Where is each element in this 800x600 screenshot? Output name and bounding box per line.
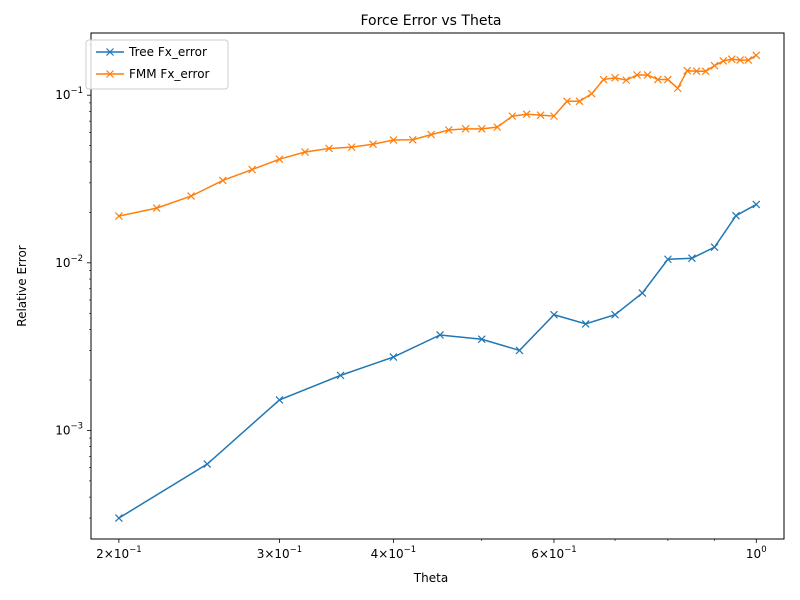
data-point <box>187 192 196 201</box>
data-point <box>275 155 284 164</box>
data-point <box>736 56 745 65</box>
data-point <box>710 243 719 252</box>
x-tick-label-base: 4×10 <box>371 547 404 561</box>
x-tick-label-base: 3×10 <box>257 547 290 561</box>
data-point <box>719 57 728 65</box>
y-tick-label-exponent: −3 <box>70 421 83 431</box>
legend-label: Tree Fx_error <box>128 45 207 59</box>
x-tick-label: 4×10−1 <box>371 545 417 561</box>
data-point <box>643 71 652 79</box>
x-axis: 2×10−1 3×10−1 4×10−1 6×10−1 100 <box>96 539 767 561</box>
data-point <box>522 110 531 119</box>
data-point <box>752 200 761 209</box>
data-point <box>152 204 161 213</box>
series-fmm <box>114 51 761 221</box>
x-tick-label-exponent: −1 <box>290 545 303 555</box>
x-tick-label: 100 <box>746 545 767 561</box>
data-point <box>744 56 753 65</box>
data-point <box>727 55 736 64</box>
data-point <box>633 71 641 79</box>
x-tick-label-base: 6×10 <box>531 547 564 561</box>
x-tick-label: 2×10−1 <box>96 545 142 561</box>
data-point <box>563 97 571 106</box>
data-point <box>389 353 398 361</box>
y-tick-label-exponent: −2 <box>70 254 83 264</box>
data-point <box>599 75 608 84</box>
data-point <box>638 289 647 297</box>
data-point <box>203 460 212 468</box>
data-point <box>248 165 257 174</box>
data-point <box>114 212 123 221</box>
data-point <box>301 148 309 156</box>
data-point <box>611 310 619 319</box>
data-point <box>687 254 696 263</box>
chart-title: Force Error vs Theta <box>360 13 501 29</box>
data-point <box>275 396 284 404</box>
x-tick-label-exponent: −1 <box>129 545 142 555</box>
data-point <box>692 67 701 76</box>
data-point <box>369 140 378 149</box>
data-point <box>587 89 596 98</box>
data-point <box>477 124 486 133</box>
x-tick-label-base: 2×10 <box>96 547 129 561</box>
data-point <box>461 124 470 133</box>
x-tick-label-exponent: −1 <box>564 545 577 555</box>
data-point <box>114 514 123 522</box>
data-point <box>732 211 740 220</box>
legend-marker <box>106 70 114 78</box>
data-point <box>622 76 631 85</box>
y-tick-label-exponent: −1 <box>70 86 83 96</box>
data-point <box>408 135 417 144</box>
x-tick-label-exponent: −1 <box>404 545 417 555</box>
data-point <box>325 144 333 153</box>
data-point <box>575 97 584 106</box>
data-point <box>663 75 672 84</box>
data-point <box>389 136 398 144</box>
x-tick-label: 6×10−1 <box>531 545 577 561</box>
data-point <box>752 51 761 60</box>
data-point <box>515 346 524 355</box>
data-point <box>673 84 682 93</box>
data-point <box>336 371 345 380</box>
series-tree <box>114 200 761 522</box>
y-axis-label: Relative Error <box>15 245 29 327</box>
data-point <box>477 335 486 344</box>
data-point <box>218 176 227 185</box>
data-point <box>536 111 545 120</box>
y-tick-label: 10−2 <box>55 254 83 270</box>
y-tick-label-base: 10 <box>55 88 70 102</box>
x-tick-label-base: 10 <box>746 547 761 561</box>
data-point <box>550 112 558 121</box>
data-point <box>436 331 444 339</box>
x-tick-label: 3×10−1 <box>257 545 303 561</box>
y-tick-label: 10−3 <box>55 421 83 437</box>
data-point <box>611 73 619 82</box>
legend-marker <box>106 48 114 56</box>
axes-frame <box>90 32 785 540</box>
y-tick-label-base: 10 <box>55 423 70 437</box>
data-point <box>710 61 719 70</box>
data-point <box>701 67 710 76</box>
data-point <box>444 126 453 134</box>
legend: Tree Fx_error FMM Fx_error <box>85 39 229 90</box>
data-point <box>581 319 590 328</box>
legend-label: FMM Fx_error <box>129 67 210 81</box>
data-point <box>663 255 672 264</box>
data-point <box>427 130 436 139</box>
data-point <box>347 143 356 152</box>
y-tick-label-base: 10 <box>55 256 70 270</box>
data-point <box>653 75 662 84</box>
data-point <box>550 310 558 319</box>
data-point <box>683 66 692 75</box>
y-axis: 10−310−210−1 <box>55 44 91 519</box>
data-point <box>493 123 502 132</box>
x-axis-label: Theta <box>413 571 448 585</box>
y-tick-label: 10−1 <box>55 86 83 102</box>
x-tick-label-exponent: 0 <box>761 545 766 555</box>
plot-area <box>114 51 761 522</box>
data-point <box>508 112 517 121</box>
